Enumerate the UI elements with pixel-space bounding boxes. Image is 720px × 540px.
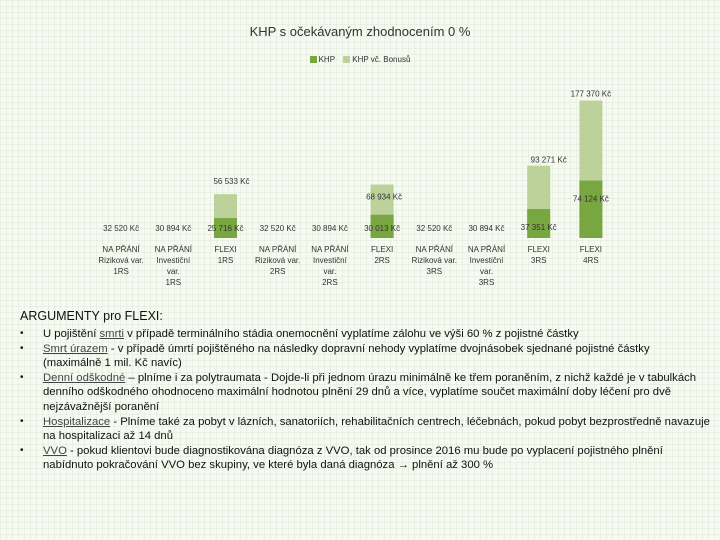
legend-swatch-khp-bonus [343, 56, 351, 63]
category-label-5-3: var. [323, 267, 336, 276]
category-label-9-1: FLEXI [528, 245, 550, 254]
category-label-7-2: Riziková var. [412, 256, 457, 265]
data-label-khp-6: 30 013 Kč [364, 224, 400, 233]
argument-term: Smrt úrazem [43, 342, 108, 355]
arguments-title: ARGUMENTY pro FLEXI: [20, 309, 163, 323]
category-label-1-3: 1RS [113, 267, 129, 276]
argument-term: smrti [99, 328, 124, 340]
category-label-10-1: FLEXI [580, 245, 602, 254]
category-label-5-2: Investiční [313, 256, 348, 265]
argument-text: v případě terminálního stádia onemocnění… [124, 328, 579, 340]
category-label-2-1: NA PŘÁNÍ [155, 245, 193, 254]
data-label-khp-4: 32 520 Kč [260, 224, 296, 233]
argument-term: VVO [43, 444, 67, 457]
data-label-khp-7: 32 520 Kč [416, 224, 452, 233]
category-label-4-1: NA PŘÁNÍ [259, 245, 297, 254]
category-label-5-4: 2RS [322, 278, 338, 287]
category-label-3-1: FLEXI [214, 245, 236, 254]
bar-chart: 32 520 Kč NA PŘÁNÍ Riziková var. 1RS 30 894 … [98, 90, 611, 287]
arguments-section: ARGUMENTY pro FLEXI: U pojištění smrti v… [20, 309, 710, 473]
bar-khp-6 [370, 214, 394, 238]
category-label-2-4: 1RS [166, 278, 182, 287]
category-label-2-3: var. [167, 267, 180, 276]
argument-term: Denní odškodné [43, 371, 126, 384]
argument-item: Denní odškodné – plníme i za polytraumat… [20, 371, 710, 415]
category-label-8-3: var. [480, 267, 493, 276]
data-label-khp-8: 30 894 Kč [468, 224, 504, 233]
category-label-8-4: 3RS [479, 278, 495, 287]
arguments-list: U pojištění smrti v případě terminálního… [20, 327, 710, 473]
category-label-6-1: FLEXI [371, 245, 393, 254]
data-label-khp-bonus-6: 68 934 Kč [366, 193, 402, 202]
data-label-khp-bonus-3: 56 533 Kč [213, 177, 249, 186]
category-label-1-2: Riziková var. [98, 256, 143, 265]
legend-label-khp-bonus: KHP vč. Bonusů [352, 55, 411, 64]
argument-item: VVO - pokud klientovi bude diagnostiková… [20, 444, 710, 473]
argument-item: U pojištění smrti v případě terminálního… [20, 327, 710, 342]
bar-khp-9 [527, 209, 551, 238]
data-label-khp-3: 25 716 Kč [207, 224, 243, 233]
data-label-khp-9: 37 351 Kč [521, 223, 557, 232]
category-label-3-2: 1RS [218, 256, 234, 265]
category-label-8-2: Investiční [470, 256, 505, 265]
chart-title: KHP s očekávaným zhodnocením 0 % [249, 24, 471, 39]
category-label-6-2: 2RS [374, 256, 390, 265]
data-label-khp-1: 32 520 Kč [103, 224, 139, 233]
bar-khp-3 [214, 218, 237, 238]
category-label-4-2: Riziková var. [255, 256, 300, 265]
category-label-4-3: 2RS [270, 267, 286, 276]
category-label-7-1: NA PŘÁNÍ [416, 245, 454, 254]
bar-khp-10 [579, 180, 603, 238]
category-label-10-2: 4RS [583, 256, 599, 265]
legend-label-khp: KHP [318, 55, 336, 64]
category-label-7-3: 3RS [427, 267, 443, 276]
data-label-khp-bonus-10: 177 370 Kč [571, 90, 611, 99]
argument-text: - pokud klientovi bude diagnostikována d… [43, 444, 663, 472]
argument-text: – plníme i za polytraumata - Dojde-li př… [43, 371, 697, 413]
category-label-2-2: Investiční [156, 256, 191, 265]
argument-text: - v případě úmrtí pojištěného na následk… [43, 342, 650, 370]
category-label-5-1: NA PŘÁNÍ [311, 245, 349, 254]
argument-text: - Plníme také za pobyt v lázních, sanato… [43, 415, 710, 443]
data-label-khp-5: 30 894 Kč [312, 224, 348, 233]
argument-item: Smrt úrazem - v případě úmrtí pojištěnéh… [20, 342, 710, 371]
argument-item: Hospitalizace - Plníme také za pobyt v l… [20, 415, 710, 444]
data-label-khp-2: 30 894 Kč [155, 224, 191, 233]
legend-item-khp-bonus: KHP vč. Bonusů [343, 55, 410, 64]
category-label-1-1: NA PŘÁNÍ [102, 245, 140, 254]
legend-swatch-khp [309, 56, 317, 63]
data-label-khp-10: 74 124 Kč [573, 195, 609, 204]
argument-text-prefix: U pojištění [43, 328, 100, 340]
data-label-khp-bonus-9: 93 271 Kč [531, 156, 567, 165]
category-label-8-1: NA PŘÁNÍ [468, 245, 506, 254]
argument-term: Hospitalizace [43, 415, 111, 428]
category-label-9-2: 3RS [531, 256, 547, 265]
legend-item-khp: KHP [309, 55, 336, 64]
chart-legend: KHP KHP vč. Bonusů [0, 55, 720, 64]
